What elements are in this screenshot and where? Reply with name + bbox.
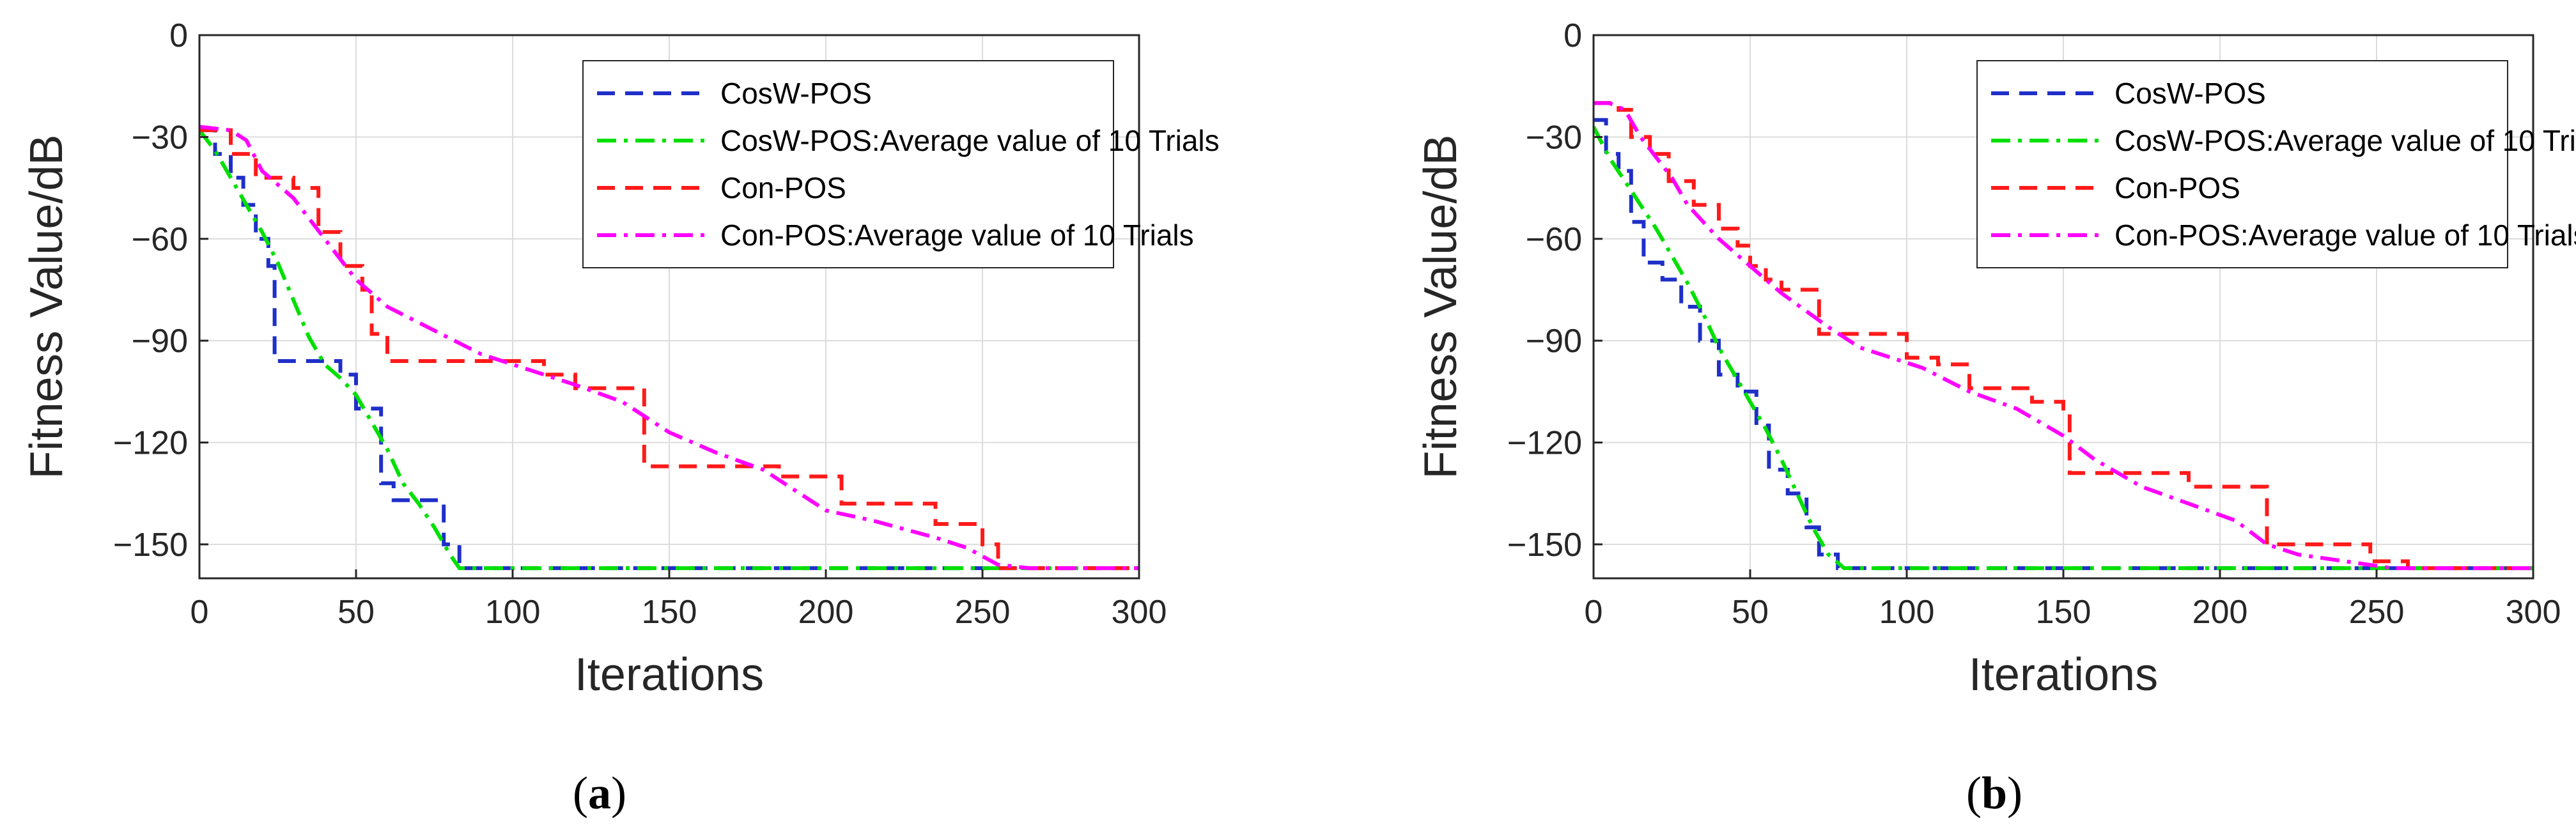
y-tick-label: 0 [169,17,188,54]
series-line-con-pos [199,128,1139,571]
x-tick-label: 250 [955,594,1011,631]
series-line-con-pos-average-value-of-10-trials [1594,101,2533,571]
panel-b: 0 50 100 150 200 250 300 0 −30 −60 −90 −120 −150 Iter… [1415,17,2576,819]
series-line-con-pos-average-value-of-10-trials [199,125,1139,571]
y-tick-label: −30 [1526,119,1582,156]
x-tick-label: 50 [338,594,375,631]
legend-entry-label: CosW-POS:Average value of 10 Trials [2114,124,2576,157]
y-tick-label: −120 [1507,425,1582,462]
x-axis-title: Iterations [1969,649,2158,700]
legend: CosW-POS CosW-POS:Average value of 10 Tri… [582,60,1220,268]
series-group [199,125,1139,571]
legend-box [1976,60,2508,268]
y-tick-label: −150 [1507,527,1582,564]
x-tick-label: 150 [2036,594,2091,631]
x-tick-label: 150 [642,594,697,631]
series-line-cosw-pos [199,128,1139,571]
series-line-cosw-pos [1594,118,2533,571]
x-tick-label: 300 [1112,594,1167,631]
y-tick-label: −30 [132,119,188,156]
y-tick-label: −60 [1526,221,1582,258]
legend-entry-label: Con-POS:Average value of 10 Trials [720,219,1194,252]
x-tick-label: 50 [1732,594,1769,631]
y-tick-label: −90 [132,323,188,360]
series-group [1594,101,2533,571]
y-tick-label: −60 [132,221,188,258]
panel-a: 0 50 100 150 200 250 300 0 −30 −60 −90 −120 −150 Iter… [21,17,1220,819]
x-tick-label: 100 [485,594,541,631]
series-line-con-pos [1594,101,2533,571]
legend-entry-label: CosW-POS [2114,77,2266,110]
y-axis-title: Fitness Value/dB [1415,135,1466,479]
x-tick-label: 0 [190,594,209,631]
x-tick-label: 100 [1879,594,1935,631]
legend-box [582,60,1114,268]
y-tick-label: −120 [113,425,188,462]
panel-label: (b) [1966,767,2022,819]
x-tick-label: 200 [798,594,854,631]
legend-entry-label: CosW-POS:Average value of 10 Trials [720,124,1220,157]
x-tick-label: 200 [2192,594,2248,631]
x-axis-title: Iterations [575,649,764,700]
legend-entry-label: Con-POS [2114,171,2240,204]
x-tick-label: 0 [1585,594,1603,631]
legend: CosW-POS CosW-POS:Average value of 10 Tri… [1976,60,2576,268]
x-tick-label: 300 [2506,594,2561,631]
legend-entry-label: CosW-POS [720,77,872,110]
series-line-cosw-pos-average-value-of-10-trials [1594,126,2533,571]
panel-label: (a) [573,767,626,819]
series-line-cosw-pos-average-value-of-10-trials [199,128,1139,571]
y-tick-label: 0 [1563,17,1582,54]
y-axis-title: Fitness Value/dB [21,135,72,479]
y-tick-label: −150 [113,527,188,564]
y-tick-label: −90 [1526,323,1582,360]
x-tick-label: 250 [2349,594,2405,631]
legend-entry-label: Con-POS:Average value of 10 Trials [2114,219,2576,252]
legend-entry-label: Con-POS [720,171,846,204]
